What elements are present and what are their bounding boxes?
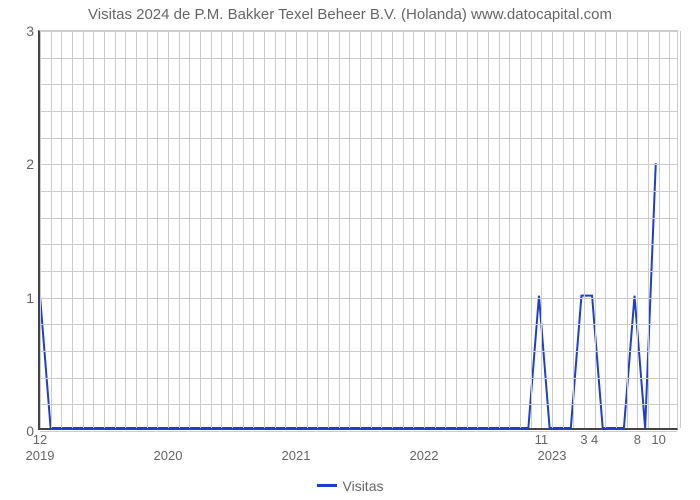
gridline-v — [157, 31, 158, 428]
gridline-v — [637, 31, 638, 428]
x-tick-year: 2023 — [538, 448, 567, 463]
chart-container: { "chart": { "type": "line", "title": "V… — [0, 0, 700, 500]
plot-area: 012312113481020192020202120222023 — [38, 30, 678, 430]
gridline-v — [147, 31, 148, 428]
gridline-v — [648, 31, 649, 428]
gridline-v — [125, 31, 126, 428]
x-tick-year: 2020 — [154, 448, 183, 463]
gridline-v — [541, 31, 542, 428]
gridline-v — [275, 31, 276, 428]
y-tick-label: 3 — [26, 23, 34, 39]
x-tick-month: 3 — [580, 432, 587, 447]
x-tick-month: 12 — [33, 432, 47, 447]
gridline-v — [285, 31, 286, 428]
gridline-v — [392, 31, 393, 428]
gridline-v — [189, 31, 190, 428]
gridline-v — [296, 31, 297, 428]
gridline-v — [563, 31, 564, 428]
gridline-v — [584, 31, 585, 428]
gridline-v — [349, 31, 350, 428]
gridline-v — [509, 31, 510, 428]
gridline-v — [456, 31, 457, 428]
gridline-v — [339, 31, 340, 428]
gridline-v — [51, 31, 52, 428]
gridline-v — [61, 31, 62, 428]
gridline-v — [424, 31, 425, 428]
gridline-v — [669, 31, 670, 428]
legend-swatch — [317, 484, 337, 487]
gridline-v — [200, 31, 201, 428]
gridline-v — [435, 31, 436, 428]
gridline-v — [136, 31, 137, 428]
gridline-v — [221, 31, 222, 428]
gridline-v — [445, 31, 446, 428]
gridline-v — [232, 31, 233, 428]
gridline-v — [83, 31, 84, 428]
gridline-v — [573, 31, 574, 428]
gridline-v — [243, 31, 244, 428]
gridline-v — [72, 31, 73, 428]
y-tick-label: 2 — [26, 156, 34, 172]
x-tick-month: 10 — [651, 432, 665, 447]
gridline-v — [93, 31, 94, 428]
gridline-v — [168, 31, 169, 428]
gridline-v — [531, 31, 532, 428]
gridline-v — [381, 31, 382, 428]
gridline-v — [659, 31, 660, 428]
gridline-v — [371, 31, 372, 428]
gridline-v — [360, 31, 361, 428]
legend: Visitas — [0, 474, 700, 494]
x-tick-year: 2019 — [26, 448, 55, 463]
gridline-v — [488, 31, 489, 428]
gridline-v — [211, 31, 212, 428]
gridline-v — [499, 31, 500, 428]
x-tick-month: 4 — [591, 432, 598, 447]
gridline-v — [413, 31, 414, 428]
gridline-v — [520, 31, 521, 428]
chart-title: Visitas 2024 de P.M. Bakker Texel Beheer… — [0, 6, 700, 23]
gridline-v — [317, 31, 318, 428]
gridline-v — [595, 31, 596, 428]
gridline-v — [253, 31, 254, 428]
x-tick-month: 8 — [634, 432, 641, 447]
x-tick-year: 2021 — [282, 448, 311, 463]
gridline-v — [403, 31, 404, 428]
gridline-v — [104, 31, 105, 428]
gridline-v — [179, 31, 180, 428]
x-tick-month: 11 — [535, 432, 549, 447]
gridline-v — [115, 31, 116, 428]
legend-label: Visitas — [343, 478, 384, 494]
gridline-v — [328, 31, 329, 428]
gridline-v — [40, 31, 41, 428]
gridline-v — [605, 31, 606, 428]
gridline-v — [680, 31, 681, 428]
x-tick-year: 2022 — [410, 448, 439, 463]
gridline-v — [616, 31, 617, 428]
gridline-v — [552, 31, 553, 428]
gridline-v — [477, 31, 478, 428]
gridline-v — [264, 31, 265, 428]
gridline-v — [307, 31, 308, 428]
gridline-v — [627, 31, 628, 428]
gridline-v — [467, 31, 468, 428]
y-tick-label: 1 — [26, 290, 34, 306]
